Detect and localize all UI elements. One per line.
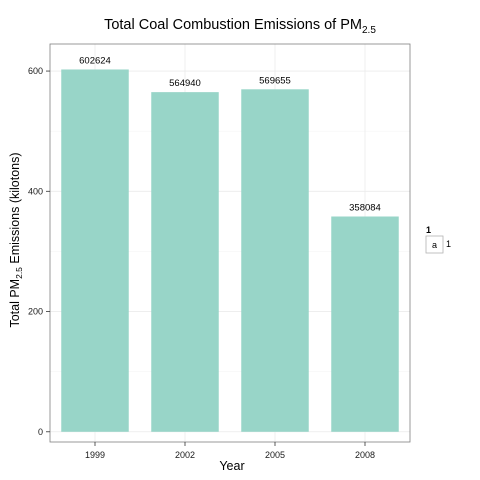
legend-key xyxy=(425,235,444,254)
x-tick-label: 2005 xyxy=(265,450,285,460)
bars xyxy=(61,69,399,432)
data-label-2002: 564940 xyxy=(169,78,201,89)
x-axis: 1999 2002 2005 2008 xyxy=(85,442,375,460)
x-tick-label: 2008 xyxy=(355,450,375,460)
legend: 1 a 1 xyxy=(425,225,451,254)
x-tick-label: 2002 xyxy=(175,450,195,460)
legend-key-label: a xyxy=(432,240,437,250)
bar-1999 xyxy=(61,69,129,432)
bar-2002 xyxy=(151,92,219,432)
bar-2008 xyxy=(331,216,399,432)
legend-entry-label: 1 xyxy=(446,239,451,249)
y-tick-label: 0 xyxy=(38,427,43,437)
data-label-1999: 602624 xyxy=(79,55,111,66)
y-tick-label: 600 xyxy=(28,66,43,76)
data-label-2008: 358084 xyxy=(349,202,381,213)
legend-title: 1 xyxy=(426,225,431,235)
x-tick-label: 1999 xyxy=(85,450,105,460)
bar-2005 xyxy=(241,89,309,432)
y-tick-label: 200 xyxy=(28,307,43,317)
chart-title: Total Coal Combustion Emissions of PM2.5 xyxy=(104,17,376,36)
x-axis-title: Year xyxy=(219,459,244,473)
data-label-2005: 569655 xyxy=(259,75,291,86)
plot-panel-border xyxy=(49,43,411,443)
y-axis-title: Total PM2.5 Emissions (kilotons) xyxy=(8,152,24,327)
y-axis: 0 200 400 600 xyxy=(28,66,50,437)
data-labels: 602624 564940 569655 358084 xyxy=(79,55,381,213)
y-tick-label: 400 xyxy=(28,186,43,196)
